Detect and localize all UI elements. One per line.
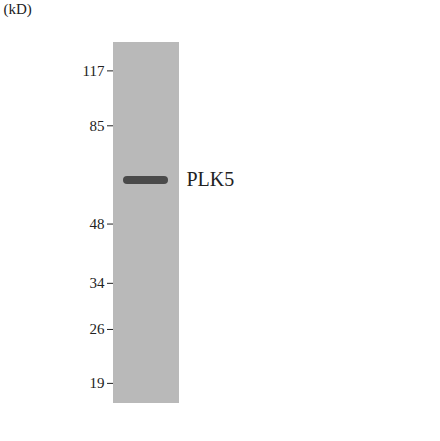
svg-text:19: 19	[90, 375, 105, 391]
svg-text:26: 26	[90, 321, 106, 337]
svg-text:PLK5: PLK5	[187, 168, 235, 190]
svg-text:34: 34	[90, 275, 106, 291]
svg-text:48: 48	[90, 216, 105, 232]
svg-text:117: 117	[83, 63, 105, 79]
svg-text:85: 85	[90, 118, 105, 134]
svg-text:(kD): (kD)	[4, 1, 32, 18]
